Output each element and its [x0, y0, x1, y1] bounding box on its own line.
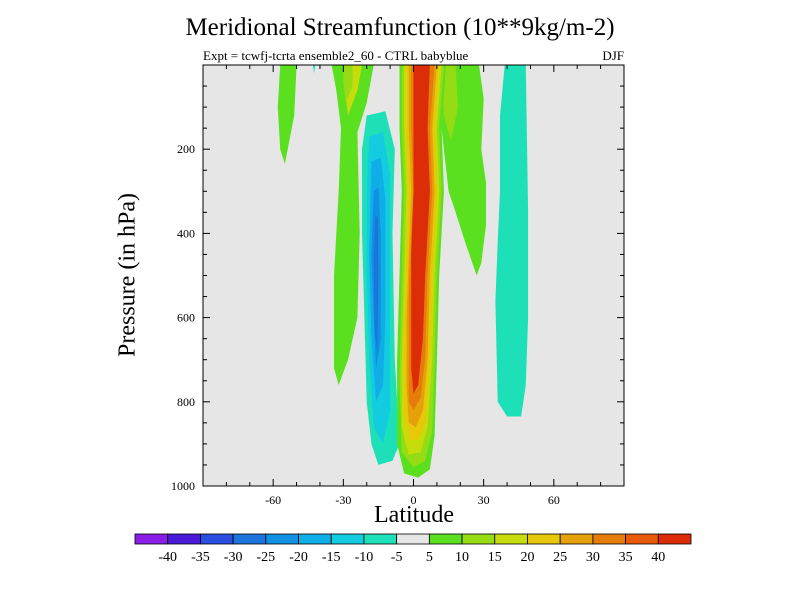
- colorbar-swatch: [232, 533, 267, 545]
- colorbar-label: 40: [651, 550, 665, 565]
- colorbar-swatch: [592, 533, 626, 545]
- colorbar-swatch: [396, 533, 430, 545]
- colorbar-label: 30: [586, 550, 600, 565]
- colorbar-swatch: [625, 533, 659, 545]
- colorbar-swatch: [527, 533, 561, 545]
- x-tick-label: -30: [335, 493, 351, 507]
- contour-small-teal: [312, 65, 316, 74]
- y-tick-label: 200: [177, 142, 195, 156]
- colorbar-label: -20: [289, 550, 308, 565]
- contour-right-lime: [441, 65, 458, 141]
- colorbar-label: -25: [256, 550, 275, 565]
- contour-far-left-green: [277, 65, 297, 164]
- colorbar-label: -30: [224, 550, 243, 565]
- y-tick-label: 800: [177, 395, 195, 409]
- colorbar-swatch: [559, 533, 594, 545]
- y-tick-label: 1000: [171, 479, 195, 493]
- colorbar-label: 25: [553, 550, 567, 565]
- x-tick-label: 60: [548, 493, 560, 507]
- y-tick-label: 400: [177, 226, 195, 240]
- colorbar-label: 10: [455, 550, 469, 565]
- plot-area: [203, 65, 624, 486]
- contour-left-green-band: [331, 65, 374, 385]
- colorbar-swatch: [330, 533, 365, 545]
- colorbar-swatch: [657, 533, 692, 545]
- colorbar-label: -5: [391, 550, 403, 565]
- contour-pos-40: [411, 65, 430, 394]
- colorbar-label: 15: [488, 550, 502, 565]
- y-tick-label: 600: [177, 311, 195, 325]
- x-tick-label: 0: [411, 493, 417, 507]
- x-tick-label: 30: [478, 493, 490, 507]
- colorbar-label: 5: [426, 550, 433, 565]
- colorbar-swatch: [298, 533, 332, 545]
- colorbar-label: -10: [355, 550, 374, 565]
- colorbar: -40 -35 -30 -25 -20 -15 -10 -5 5 10 15 20 25 30 35 40: [134, 533, 692, 565]
- x-axis-label: Latitude: [374, 502, 454, 528]
- contour-far-right-teal: [495, 65, 529, 417]
- season-label: DJF: [602, 48, 624, 63]
- colorbar-swatch: [428, 533, 463, 545]
- colorbar-swatch: [167, 533, 201, 545]
- x-tick-label: -60: [265, 493, 281, 507]
- axes: -60 -30 0 30 60 200 400 600 800 1000: [171, 64, 625, 507]
- contour-left-lime: [343, 65, 353, 103]
- colorbar-label: -40: [158, 550, 177, 565]
- colorbar-swatch: [265, 533, 299, 545]
- colorbar-swatch: [461, 533, 496, 545]
- colorbar-swatch: [363, 533, 398, 545]
- contour-neg-5: [373, 216, 379, 352]
- colorbar-label: 35: [619, 550, 633, 565]
- colorbar-label: -15: [322, 550, 341, 565]
- colorbar-label: -35: [191, 550, 210, 565]
- chart-title: Meridional Streamfunction (10**9kg/m-2): [185, 14, 615, 41]
- colorbar-swatch: [494, 533, 528, 545]
- colorbar-swatch: [134, 533, 169, 545]
- chart-subtitle: Expt = tcwfj-tcrta ensemble2_60 - CTRL b…: [203, 48, 469, 63]
- colorbar-swatch: [200, 533, 234, 545]
- contour-layers: [277, 65, 529, 478]
- colorbar-label: 20: [520, 550, 534, 565]
